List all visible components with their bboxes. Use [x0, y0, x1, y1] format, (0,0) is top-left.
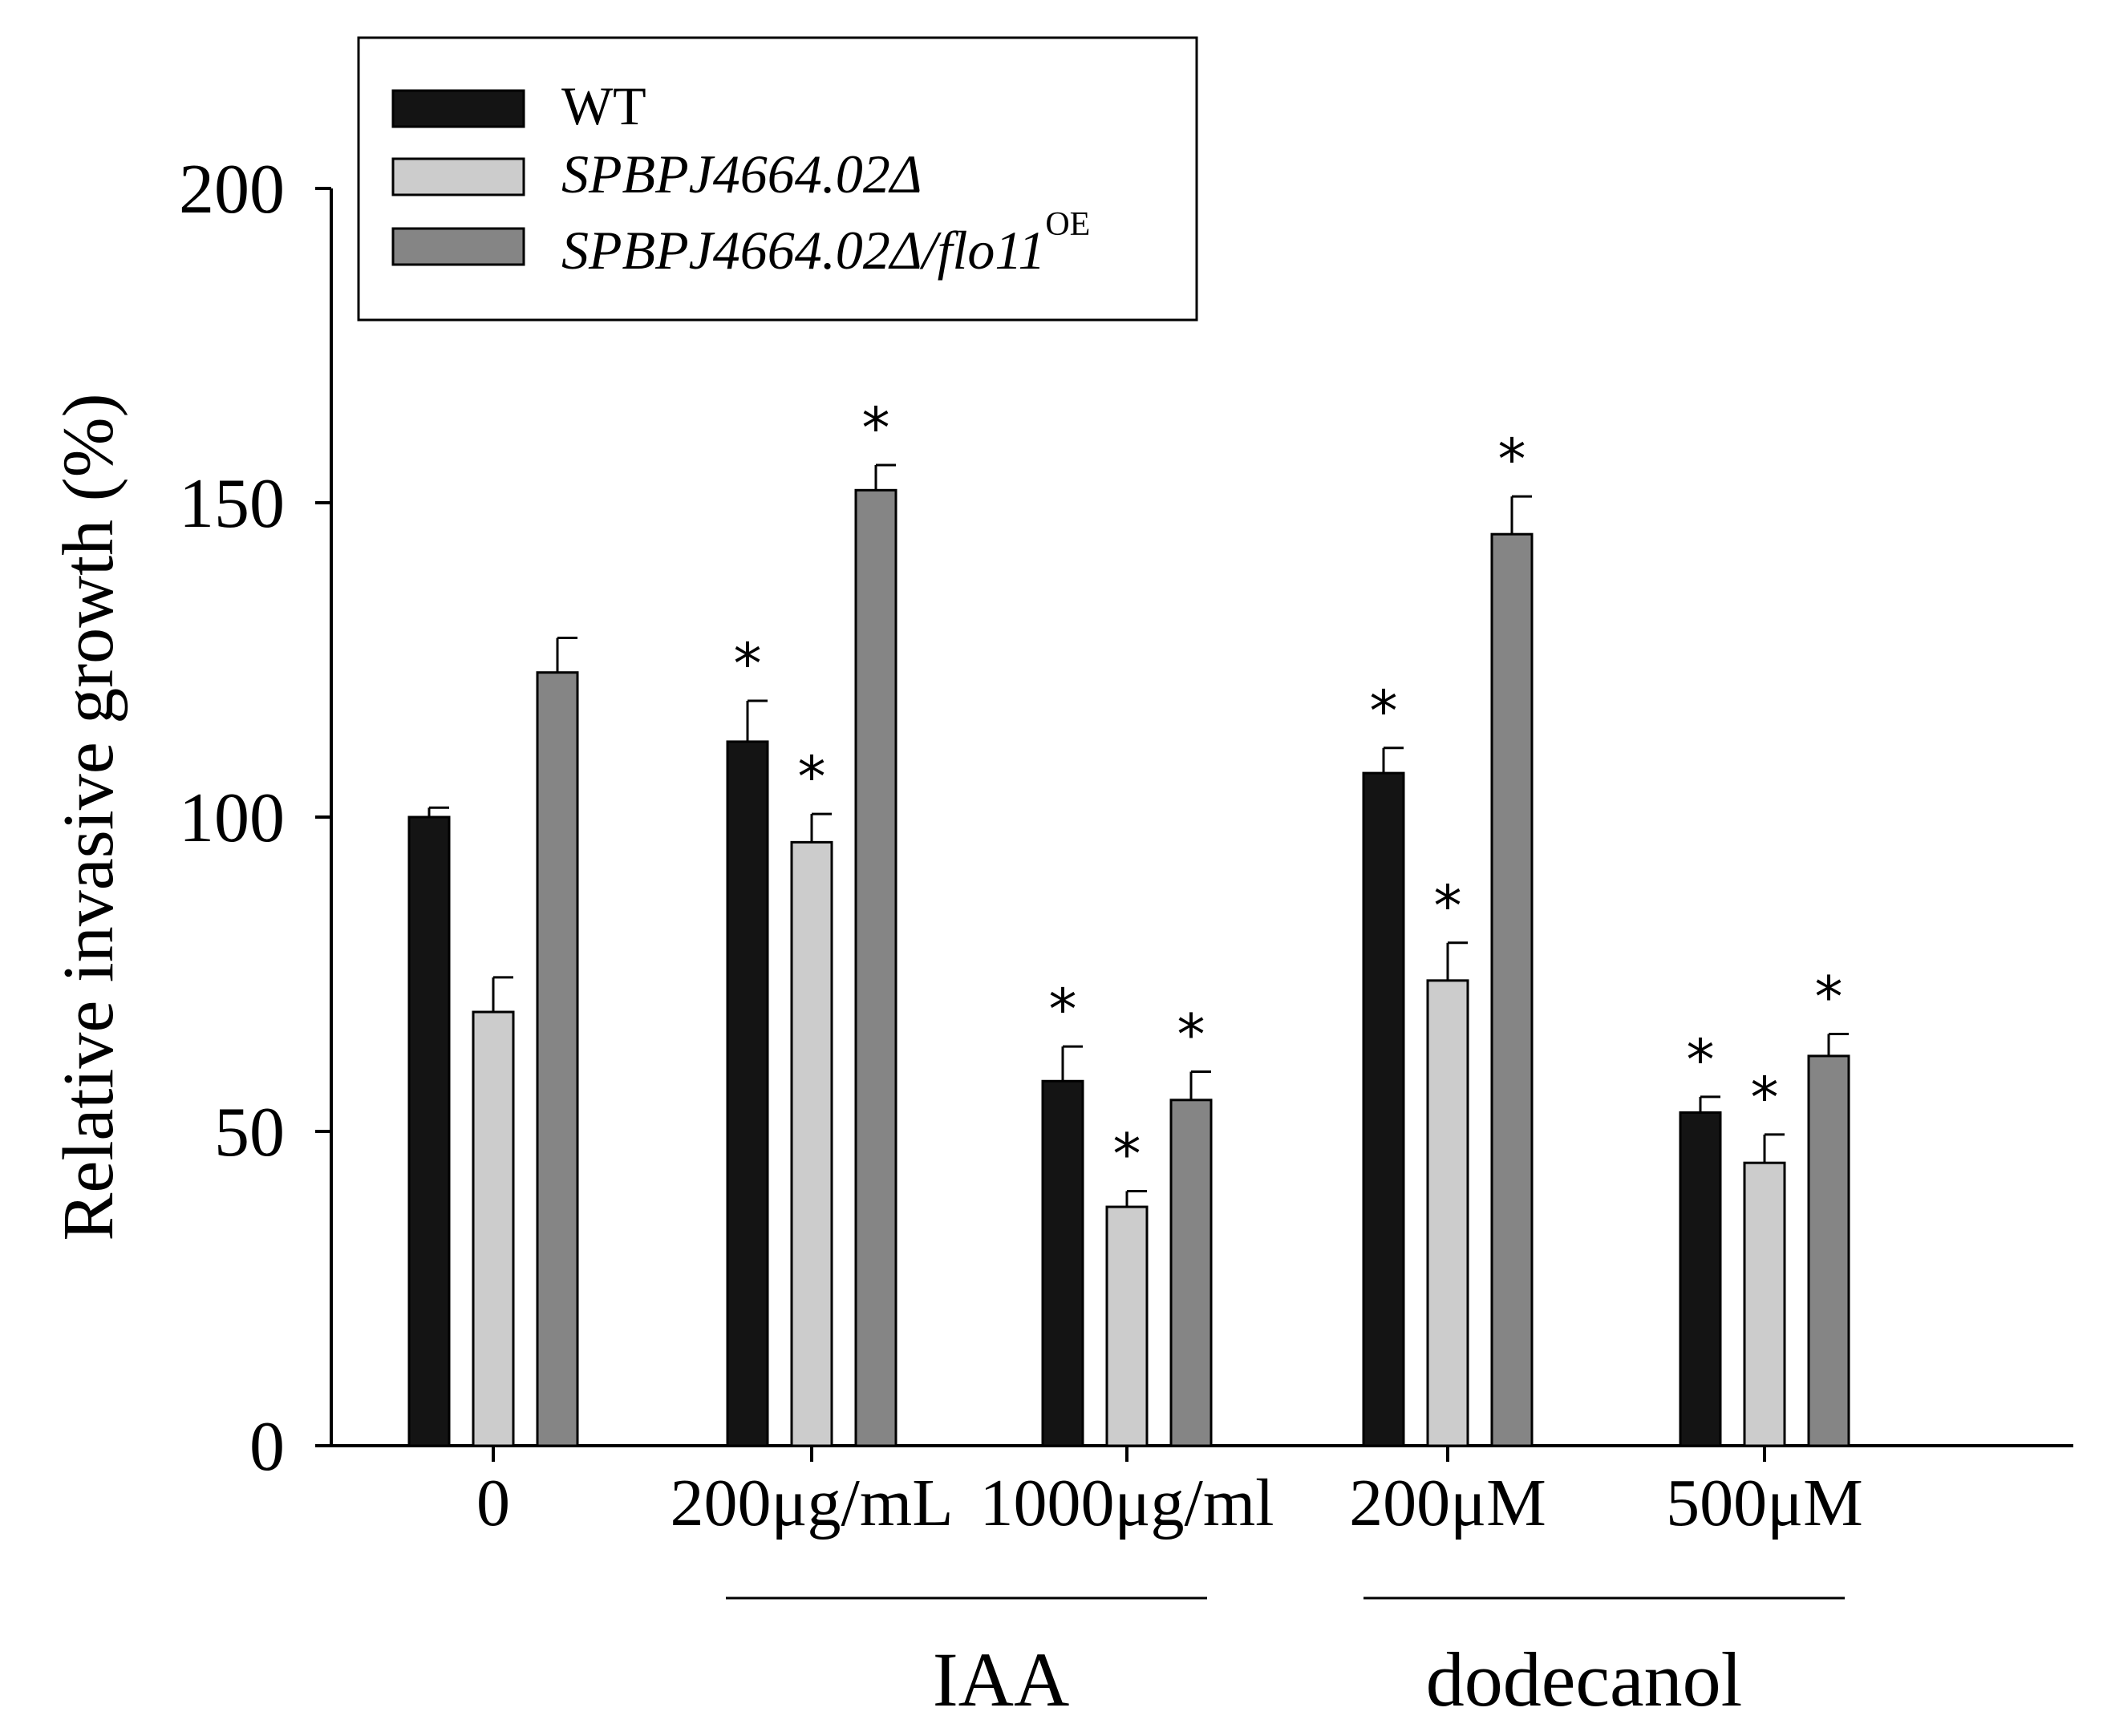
significance-star-1-4: * — [1751, 1065, 1779, 1131]
significance-star-0-4: * — [1687, 1027, 1715, 1093]
legend: WT SPBPJ4664.02Δ SPBPJ4664.02Δ/flo11OE — [357, 36, 1198, 322]
bar-1-3 — [1426, 979, 1469, 1447]
bar-2-2 — [1169, 1099, 1213, 1447]
significance-star-2-1: * — [862, 395, 890, 461]
bar-2-3 — [1490, 532, 1534, 1447]
legend-label-wt: WT — [561, 75, 646, 136]
y-tick-label-200: 200 — [179, 151, 285, 229]
legend-swatch-wt — [391, 89, 525, 128]
category-groups: IAA dodecanol — [726, 1596, 1845, 1722]
significance-star-0-1: * — [734, 631, 762, 697]
bar-1-0 — [472, 1010, 515, 1447]
group-label-1: dodecanol — [1426, 1637, 1743, 1722]
x-tick-label-3: 200μM — [1349, 1466, 1546, 1540]
bar-0-3 — [1362, 771, 1405, 1447]
bars: * * * * * * * * * * * * — [407, 395, 1850, 1447]
group-label-0: IAA — [933, 1637, 1070, 1722]
legend-label-flo11-main: SPBPJ4664.02Δ/flo11 — [561, 220, 1045, 281]
significance-star-1-2: * — [1113, 1121, 1141, 1187]
significance-star-2-4: * — [1815, 964, 1843, 1030]
significance-star-0-3: * — [1370, 678, 1398, 744]
legend-label-flo11-sup: OE — [1045, 206, 1090, 243]
legend-label-flo11: SPBPJ4664.02Δ/flo11OE — [561, 206, 1090, 281]
significance-star-1-1: * — [798, 744, 826, 810]
bar-1-4 — [1743, 1161, 1786, 1447]
bar-1-2 — [1105, 1205, 1149, 1447]
x-tick-label-1: 200μg/mL — [670, 1466, 953, 1540]
legend-swatch-flo11 — [391, 227, 525, 266]
significance-star-0-2: * — [1049, 977, 1077, 1042]
bar-0-4 — [1679, 1111, 1722, 1447]
bar-0-0 — [407, 815, 451, 1447]
bar-1-1 — [790, 840, 833, 1447]
y-tick-label-100: 100 — [179, 779, 285, 857]
significance-star-1-3: * — [1434, 873, 1462, 939]
bar-2-0 — [536, 671, 579, 1447]
significance-star-2-3: * — [1498, 427, 1526, 492]
x-tick-label-0: 0 — [476, 1466, 510, 1540]
x-ticks: 0 200μg/mL 1000μg/ml 200μM 500μM — [476, 1446, 1863, 1540]
significance-star-2-2: * — [1177, 1002, 1205, 1068]
y-tick-label-50: 50 — [214, 1094, 285, 1171]
x-tick-label-4: 500μM — [1666, 1466, 1863, 1540]
legend-swatch-mutant — [391, 157, 525, 196]
y-ticks: 0 50 100 150 200 — [179, 151, 331, 1486]
legend-label-mutant: SPBPJ4664.02Δ — [561, 144, 922, 204]
x-tick-label-2: 1000μg/ml — [979, 1466, 1274, 1540]
y-axis-title: Relative invasive growth (%) — [49, 393, 128, 1240]
bar-2-1 — [854, 488, 898, 1447]
y-tick-label-0: 0 — [249, 1408, 285, 1486]
y-tick-label-150: 150 — [179, 465, 285, 543]
bar-0-1 — [726, 740, 769, 1447]
bar-0-2 — [1041, 1079, 1084, 1447]
bar-2-4 — [1807, 1054, 1850, 1447]
